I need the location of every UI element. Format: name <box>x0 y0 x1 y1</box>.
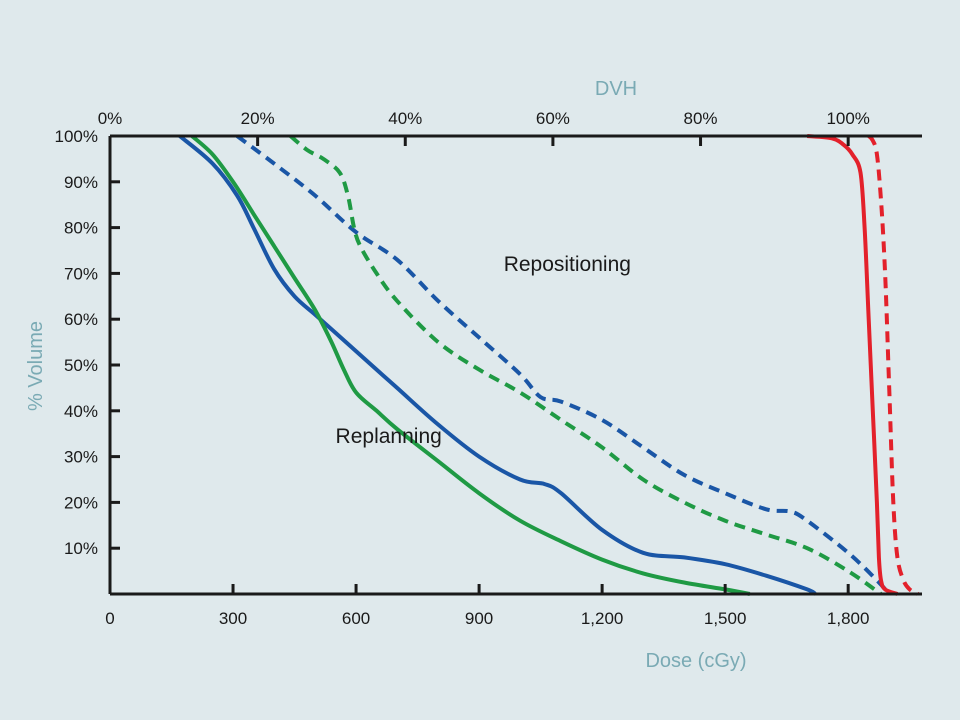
y-tick-label: 60% <box>64 310 98 329</box>
top-tick-label: 100% <box>826 109 869 128</box>
top-axis-ticks: 0% 20% 40% 60% 80% 100% <box>98 109 870 146</box>
y-axis-title: % Volume <box>25 321 47 411</box>
y-tick-label: 50% <box>64 356 98 375</box>
x-axis-title: Dose (cGy) <box>645 650 746 672</box>
y-tick-label: 20% <box>64 493 98 512</box>
annotation-label: Repositioning <box>504 253 631 276</box>
series-line-green-dashed <box>289 134 883 596</box>
annotation-label: Replanning <box>336 425 442 448</box>
top-tick-label: 0% <box>98 109 123 128</box>
x-tick-label: 300 <box>219 609 247 628</box>
y-tick-label: 30% <box>64 448 98 467</box>
chart-title: DVH <box>595 78 637 100</box>
x-axis-ticks: 0 300 600 900 1,200 1,500 1,800 <box>105 584 869 628</box>
series-line-blue-dashed <box>235 134 891 596</box>
series-line-blue-solid <box>178 134 817 596</box>
plot-area <box>108 134 922 596</box>
series-layer <box>178 134 919 596</box>
x-tick-label: 0 <box>105 609 114 628</box>
series-line-red-dashed <box>867 134 919 596</box>
top-tick-label: 20% <box>241 109 275 128</box>
top-tick-label: 80% <box>684 109 718 128</box>
top-tick-label: 40% <box>388 109 422 128</box>
x-tick-label: 900 <box>465 609 493 628</box>
annotations: Repositioning Replanning <box>336 253 631 448</box>
series-line-green-solid <box>190 134 751 596</box>
x-tick-label: 1,200 <box>581 609 624 628</box>
y-tick-label: 40% <box>64 402 98 421</box>
y-tick-label: 100% <box>55 127 98 146</box>
y-tick-label: 90% <box>64 173 98 192</box>
y-tick-label: 80% <box>64 219 98 238</box>
y-tick-label: 70% <box>64 264 98 283</box>
x-tick-label: 1,500 <box>704 609 747 628</box>
x-tick-label: 600 <box>342 609 370 628</box>
y-tick-label: 10% <box>64 539 98 558</box>
series-line-red-solid <box>807 134 899 596</box>
x-tick-label: 1,800 <box>827 609 870 628</box>
top-tick-label: 60% <box>536 109 570 128</box>
y-axis-ticks: 10% 20% 30% 40% 50% 60% 70% 80% 90% 100% <box>55 127 120 558</box>
